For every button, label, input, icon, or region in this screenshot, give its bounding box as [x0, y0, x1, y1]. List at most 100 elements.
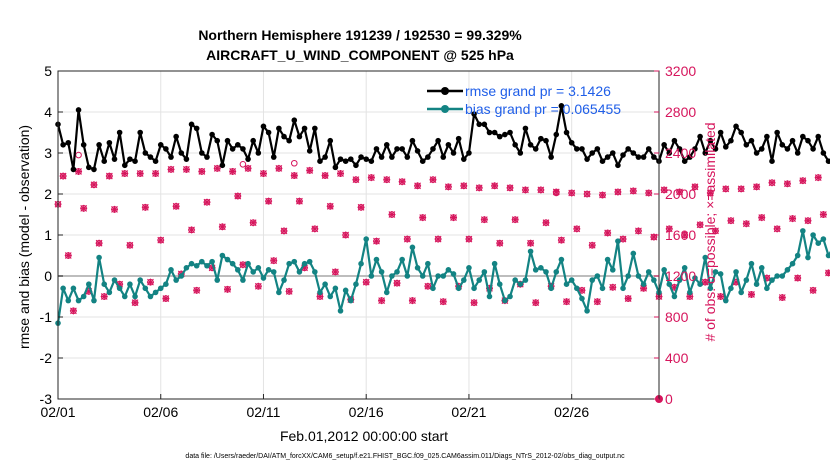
possible-point: [660, 186, 668, 194]
bias-point: [758, 265, 765, 271]
bias-point: [563, 281, 570, 288]
bias-point: [574, 285, 580, 292]
rmse-point: [620, 152, 626, 158]
assimilated-marker: [295, 197, 303, 205]
bias-point: [697, 281, 703, 288]
bias-point: [121, 293, 128, 300]
possible-point: [794, 274, 802, 282]
possible-point: [583, 190, 591, 198]
possible-point: [819, 211, 827, 218]
rmse-point: [825, 158, 830, 164]
rmse-point: [322, 154, 328, 160]
assimilated-marker: [419, 214, 427, 222]
bias-point: [86, 281, 92, 288]
assimilated-marker: [126, 241, 134, 249]
possible-point: [527, 239, 535, 247]
possible-point: [198, 167, 206, 175]
assimilated-marker: [799, 177, 807, 185]
bias-point: [728, 285, 734, 292]
possible-point: [234, 192, 242, 200]
assimilated-marker: [650, 233, 658, 241]
assimilated-marker: [285, 287, 293, 295]
rmse-point: [455, 135, 462, 142]
y-axis-label: rmse and bias (model - observation): [16, 125, 32, 349]
bias-point: [599, 285, 606, 292]
possible-point: [105, 172, 113, 180]
assimilated-marker: [316, 293, 324, 300]
assimilated-marker: [398, 178, 406, 186]
assimilated-marker: [676, 188, 684, 196]
assimilated-marker: [783, 180, 791, 188]
x-axis: 02/01 02/06 02/11 02/16 02/21 02/26: [40, 394, 589, 420]
assimilated-marker: [301, 264, 309, 272]
rmse-point: [281, 133, 287, 140]
bias-point: [692, 275, 698, 281]
possible-point: [59, 172, 67, 180]
assimilated-marker: [213, 164, 221, 172]
assimilated-marker: [804, 217, 812, 225]
possible-point: [182, 165, 190, 173]
assimilated-marker: [614, 188, 622, 196]
bias-point: [168, 267, 174, 273]
bias-point: [461, 277, 467, 283]
possible-point: [475, 184, 483, 192]
assimilated-marker: [388, 211, 396, 218]
rmse-point: [486, 129, 493, 136]
bias-point: [671, 293, 678, 300]
possible-point: [95, 239, 103, 247]
rmse-point: [507, 129, 513, 136]
rmse-point: [409, 137, 416, 144]
rmse-point: [240, 146, 246, 152]
assimilated-marker: [527, 239, 535, 247]
possible-point: [460, 182, 468, 190]
bias-point: [568, 277, 575, 283]
rmse-point: [800, 133, 806, 140]
possible-point: [814, 174, 822, 182]
rmse-point: [609, 150, 616, 156]
rmse-point: [445, 142, 452, 148]
rmse-point: [589, 150, 596, 156]
bias-point: [810, 232, 816, 238]
possible-marker: [552, 189, 560, 197]
rmse-point: [645, 146, 652, 152]
assimilated-marker: [717, 293, 725, 300]
possible-point: [665, 225, 673, 233]
rmse-point: [789, 137, 796, 144]
assimilated-marker: [712, 227, 720, 235]
possible-point: [634, 227, 642, 235]
bias-point: [784, 267, 791, 273]
rmse-point: [265, 129, 272, 136]
bias-point: [512, 277, 518, 283]
possible-point: [588, 241, 596, 249]
rmse-point: [584, 156, 590, 162]
possible-point: [465, 235, 473, 243]
possible-point: [331, 268, 339, 276]
possible-marker: [239, 160, 247, 168]
possible-point: [712, 227, 720, 235]
rmse-point: [527, 142, 534, 148]
bias-point: [75, 297, 82, 304]
legend-rmse-marker: [441, 87, 449, 95]
bias-point: [748, 260, 755, 267]
rmse-point: [234, 142, 241, 148]
rmse-point: [769, 158, 775, 164]
bias-point: [188, 260, 195, 267]
possible-point: [249, 219, 257, 227]
assimilated-marker: [193, 286, 201, 294]
bias-series: [55, 228, 830, 326]
possible-point: [619, 235, 627, 243]
assimilated-marker: [624, 295, 632, 303]
rmse-point: [491, 129, 498, 136]
possible-point: [557, 236, 565, 244]
assimilated-marker: [660, 186, 668, 194]
possible-point: [357, 203, 365, 211]
rmse-point: [733, 123, 739, 130]
possible-point: [419, 214, 427, 222]
assimilated-marker: [583, 190, 591, 198]
assimilated-marker: [146, 278, 154, 286]
possible-point: [352, 176, 360, 184]
rmse-point: [707, 137, 714, 144]
rmse-point: [687, 154, 693, 160]
assimilated-marker: [768, 179, 776, 187]
rmse-point: [758, 146, 765, 152]
